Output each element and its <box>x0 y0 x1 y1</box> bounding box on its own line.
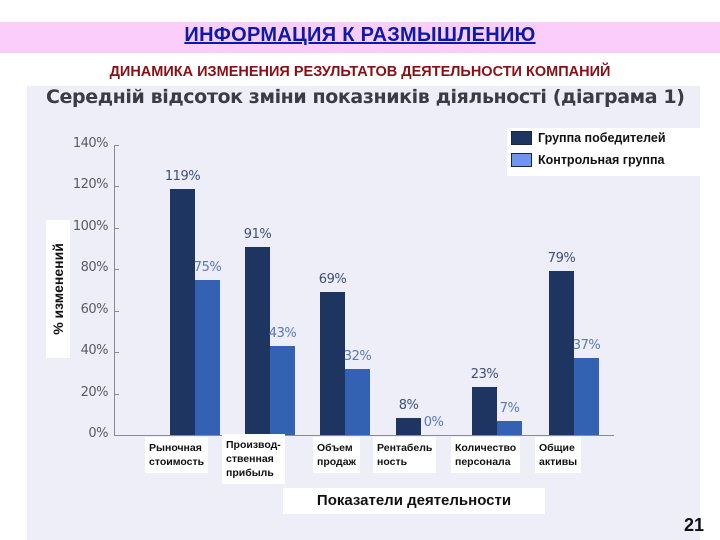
bar <box>320 292 345 435</box>
bar <box>549 271 574 435</box>
y-tick-label: 80% <box>80 260 109 276</box>
category-label: Рыночная стоимость <box>145 437 209 473</box>
page-number: 21 <box>684 515 705 535</box>
legend-label-control: Контрольная группа <box>538 153 665 167</box>
bar-value-label: 79% <box>547 251 576 267</box>
legend-item-winners: Группа победителей <box>511 130 666 146</box>
y-tick <box>115 227 119 229</box>
bar <box>497 420 522 435</box>
y-axis <box>114 145 115 436</box>
bar <box>195 279 220 435</box>
bar <box>396 418 421 435</box>
x-axis <box>114 435 614 436</box>
bar <box>245 246 270 435</box>
y-axis-label: % изменений <box>50 243 66 335</box>
y-tick <box>115 393 119 395</box>
y-tick-label: 60% <box>80 301 109 317</box>
category-label: Общие активы <box>535 437 582 473</box>
title-band <box>0 22 720 53</box>
bar-value-label: 32% <box>343 348 372 364</box>
bar-value-label: 69% <box>318 272 347 288</box>
legend-item-control: Контрольная группа <box>511 152 664 168</box>
chart-title: Середній відсоток зміни показників діяль… <box>46 86 685 108</box>
y-tick <box>115 186 119 188</box>
page-subtitle: ДИНАМИКА ИЗМЕНЕНИЯ РЕЗУЛЬТАТОВ ДЕЯТЕЛЬНО… <box>109 64 611 80</box>
bar <box>270 345 295 435</box>
category-label: Рентабель ность <box>373 437 437 473</box>
y-tick-label: 140% <box>72 136 109 151</box>
bar <box>170 188 195 435</box>
bar-value-label: 8% <box>398 398 419 414</box>
bar <box>574 358 599 435</box>
legend-label-winners: Группа победителей <box>538 131 666 145</box>
bar-value-label: 37% <box>572 338 601 354</box>
x-axis-label: Показатели деятельности <box>283 488 545 514</box>
y-tick <box>115 352 119 354</box>
y-tick-label: 100% <box>72 218 109 234</box>
category-label: Объем продаж <box>313 437 360 473</box>
y-tick-label: 20% <box>80 384 109 400</box>
y-tick <box>115 435 119 436</box>
bar-value-label: 0% <box>423 415 444 430</box>
page-title: ИНФОРМАЦИЯ К РАЗМЫШЛЕНИЮ <box>184 24 536 46</box>
y-axis-label-box <box>46 220 70 358</box>
y-tick-label: 0% <box>88 426 108 441</box>
legend-swatch-winners <box>511 131 532 145</box>
y-tick-label: 40% <box>80 343 109 359</box>
bar-value-label: 75% <box>193 259 222 275</box>
y-tick <box>115 145 119 146</box>
chart-legend: Группа победителей Контрольная группа <box>507 128 707 176</box>
category-label: Количество персонала <box>451 437 521 473</box>
bar-value-label: 7% <box>499 400 520 416</box>
legend-swatch-control <box>511 153 532 167</box>
bar-value-label: 119% <box>164 168 201 184</box>
y-tick <box>115 310 119 312</box>
bar-value-label: 23% <box>470 367 499 383</box>
bar-value-label: 43% <box>268 325 297 341</box>
bar <box>345 368 370 435</box>
category-label: Производ-ственная прибыль <box>222 434 285 484</box>
y-tick-label: 120% <box>72 177 109 193</box>
bar <box>472 387 497 435</box>
bar-value-label: 91% <box>243 226 272 242</box>
y-tick <box>115 269 119 271</box>
